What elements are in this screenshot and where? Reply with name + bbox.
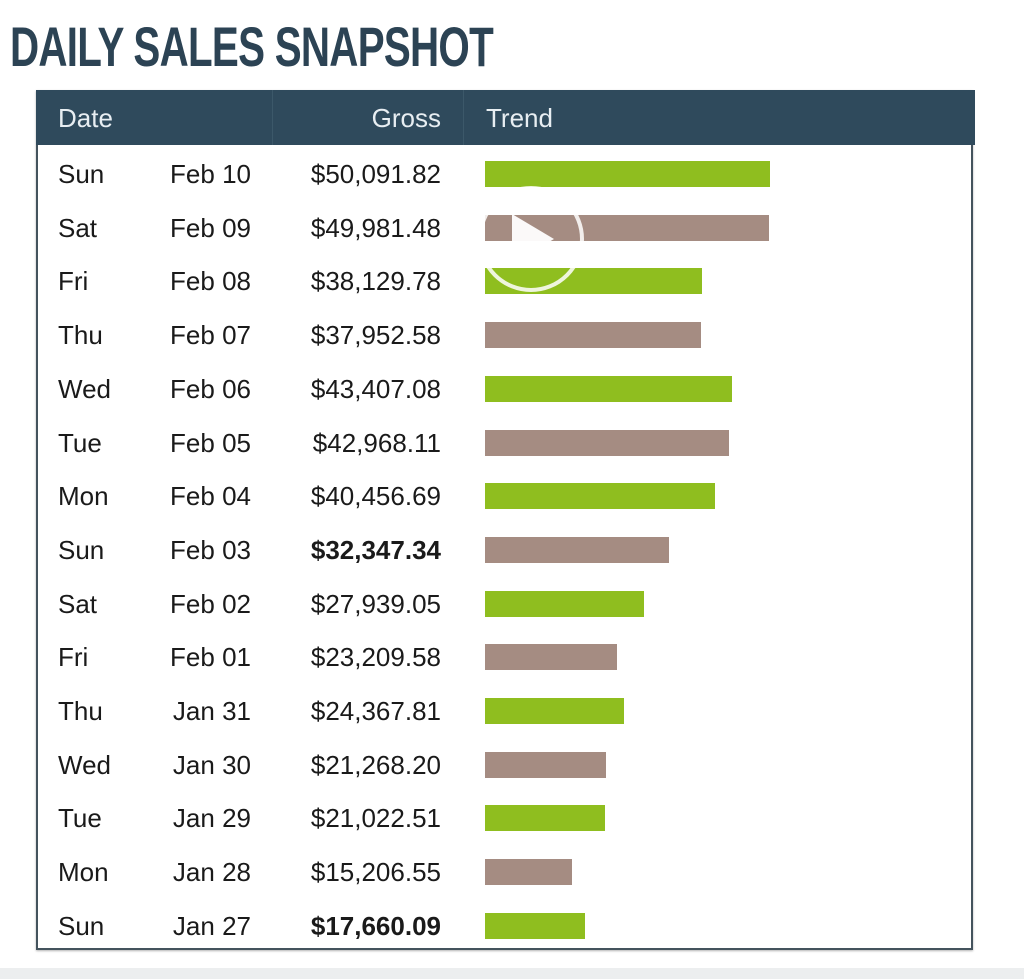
row-gross: $24,367.81 — [310, 696, 441, 726]
row-gross: $37,952.58 — [310, 320, 441, 351]
row-date: Feb 10 — [170, 159, 251, 189]
table-row: Mon Feb 04 $40,456.69 — [0, 470, 1024, 523]
trend-bar — [485, 161, 770, 187]
table-row: Sun Feb 10 $50,091.82 — [0, 148, 1024, 201]
table-row: Wed Feb 06 $43,407.08 — [0, 363, 1024, 416]
row-gross: $42,968.11 — [312, 427, 441, 458]
row-date: Feb 06 — [170, 373, 251, 404]
row-date: Jan 30 — [172, 749, 251, 780]
row-gross: $40,456.69 — [310, 481, 441, 512]
row-date: Feb 07 — [170, 320, 251, 351]
row-date: Jan 31 — [172, 696, 251, 726]
column-divider — [272, 90, 273, 145]
row-day: Sun — [58, 159, 105, 189]
table-row: Sat Feb 09 $49,981.48 — [0, 202, 1024, 255]
row-date: Feb 04 — [170, 481, 251, 512]
video-play-icon[interactable] — [478, 186, 584, 292]
row-gross: $43,407.08 — [310, 373, 441, 404]
row-day: Sat — [58, 212, 98, 243]
table-header: Date Gross Trend — [36, 90, 975, 145]
row-day: Mon — [58, 857, 109, 888]
trend-bar — [485, 751, 606, 778]
row-day: Mon — [58, 481, 109, 512]
trend-bar — [485, 590, 644, 617]
row-date: Feb 03 — [170, 534, 251, 565]
row-gross: $49,981.48 — [310, 212, 441, 243]
row-gross: $27,939.05 — [310, 588, 441, 619]
page-title: DAILY SALES SNAPSHOT — [10, 15, 494, 78]
row-gross: $17,660.09 — [310, 910, 441, 941]
trend-bar — [485, 429, 730, 456]
row-date: Feb 05 — [170, 427, 251, 458]
row-day: Tue — [58, 427, 102, 458]
table-row: Tue Jan 29 $21,022.51 — [0, 792, 1024, 845]
column-divider — [463, 90, 464, 145]
table-row: Sat Feb 02 $27,939.05 — [0, 578, 1024, 631]
trend-bar — [485, 859, 572, 886]
row-day: Thu — [58, 320, 103, 351]
row-gross: $15,206.55 — [310, 857, 441, 888]
row-day: Wed — [58, 749, 111, 780]
trend-bar — [485, 375, 732, 402]
trend-bar — [485, 805, 605, 832]
table-row: Sun Jan 27 $17,660.09 — [0, 900, 1024, 953]
column-header-gross: Gross — [371, 103, 441, 133]
row-date: Feb 08 — [170, 266, 251, 297]
table-row: Thu Feb 07 $37,952.58 — [0, 309, 1024, 362]
row-gross: $23,209.58 — [310, 642, 441, 673]
row-gross: $50,091.82 — [310, 159, 441, 189]
row-date: Feb 02 — [170, 588, 251, 619]
column-header-date: Date — [58, 103, 113, 133]
row-gross: $38,129.78 — [310, 266, 441, 297]
row-gross: $21,268.20 — [310, 749, 441, 780]
trend-bar — [485, 536, 670, 563]
trend-bar — [485, 698, 624, 724]
row-date: Jan 29 — [172, 803, 251, 834]
trend-bar — [485, 322, 701, 349]
table-row: Wed Jan 30 $21,268.20 — [0, 739, 1024, 792]
row-day: Sun — [58, 534, 105, 565]
table-row: Mon Jan 28 $15,206.55 — [0, 846, 1024, 899]
row-date: Jan 28 — [172, 857, 251, 888]
row-gross: $21,022.51 — [310, 803, 441, 834]
table-row: Thu Jan 31 $24,367.81 — [0, 685, 1024, 738]
row-date: Jan 27 — [172, 910, 251, 941]
row-date: Feb 01 — [170, 642, 251, 673]
table-row: Tue Feb 05 $42,968.11 — [0, 417, 1024, 470]
row-day: Fri — [58, 642, 89, 673]
row-day: Thu — [58, 696, 103, 726]
row-day: Tue — [58, 803, 102, 834]
row-date: Feb 09 — [170, 212, 251, 243]
row-day: Sun — [58, 910, 105, 941]
trend-bar — [485, 644, 618, 671]
table-row: Sun Feb 03 $32,347.34 — [0, 524, 1024, 577]
row-day: Wed — [58, 373, 111, 404]
row-day: Sat — [58, 588, 98, 619]
trend-bar — [485, 912, 586, 939]
bottom-bar — [0, 968, 1024, 979]
row-gross: $32,347.34 — [310, 534, 441, 565]
table-row: Fri Feb 01 $23,209.58 — [0, 631, 1024, 684]
column-header-trend: Trend — [486, 103, 553, 133]
row-day: Fri — [58, 266, 89, 297]
trend-bar — [485, 483, 716, 510]
